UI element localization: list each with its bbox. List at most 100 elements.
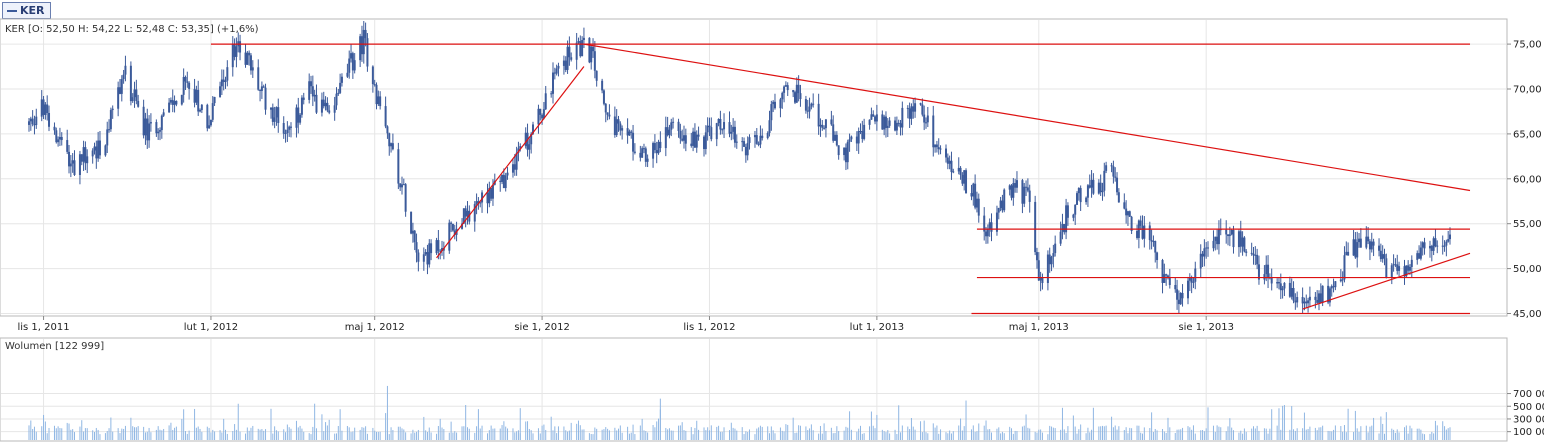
candle-body <box>1003 189 1006 211</box>
candle-body <box>424 252 427 255</box>
candle-body <box>411 230 414 234</box>
candle-body <box>615 119 618 136</box>
candle-body <box>1154 241 1157 253</box>
candle-body <box>683 135 686 141</box>
candle-body <box>1410 259 1413 267</box>
trendline[interactable] <box>583 43 1471 192</box>
candle-body <box>799 93 802 100</box>
candle-body <box>703 136 706 150</box>
candle-body <box>923 114 926 123</box>
candle-body <box>934 144 937 148</box>
candle-body <box>1423 242 1426 249</box>
candle-body <box>919 103 922 105</box>
candle-body <box>1327 285 1330 303</box>
candle-body <box>1365 236 1368 248</box>
candle-body <box>333 105 336 113</box>
candle-body <box>679 131 682 139</box>
candle-body <box>271 107 274 122</box>
candle-body <box>106 129 109 146</box>
candle-body <box>129 65 132 102</box>
candle-body <box>1112 166 1115 177</box>
candle-body <box>695 134 698 148</box>
candle-body <box>1143 225 1146 239</box>
candle-body <box>1316 299 1319 303</box>
candle-body <box>1139 220 1142 226</box>
candle-body <box>628 131 631 136</box>
date-tick-label: lis 1, 2012 <box>683 322 735 333</box>
trendline[interactable] <box>1302 252 1471 310</box>
candle-body <box>1105 165 1108 171</box>
candle-body <box>502 174 505 189</box>
candle-body <box>957 167 960 172</box>
candle-body <box>1352 239 1355 256</box>
date-tick-label: lut 1, 2012 <box>184 322 238 333</box>
candle-body <box>1165 274 1168 276</box>
candle-body <box>142 106 145 136</box>
candle-body <box>837 145 840 156</box>
candle-body <box>812 103 815 105</box>
candle-body <box>870 114 873 120</box>
candle-body <box>122 74 125 80</box>
candle-body <box>784 85 787 87</box>
series-swatch-icon <box>7 9 17 12</box>
candle-body <box>899 123 902 128</box>
candle-body <box>1090 179 1093 188</box>
candle-body <box>1168 277 1171 285</box>
date-tick-label: maj 1, 2012 <box>345 322 405 333</box>
candle-body <box>1148 225 1151 241</box>
candle-body <box>308 81 311 100</box>
trendline[interactable] <box>436 66 585 259</box>
candle-body <box>717 119 720 124</box>
candle-body <box>93 146 96 151</box>
candle-body <box>690 143 693 146</box>
candle-body <box>1099 182 1102 193</box>
candle-body <box>286 129 289 133</box>
candle-body <box>417 252 420 262</box>
candle-body <box>131 97 134 102</box>
candle-body <box>1023 186 1026 204</box>
candle-body <box>1059 231 1062 244</box>
candle-body <box>275 107 278 118</box>
candle-body <box>668 129 671 136</box>
candle-body <box>1294 300 1297 303</box>
candle-body <box>1436 245 1439 247</box>
price-y-axis: 75,00 70,00 65,00 60,00 55,00 50,00 45,00 <box>1507 40 1542 320</box>
candle-body <box>71 160 74 164</box>
candle-body <box>1015 180 1018 188</box>
candle-body <box>1237 231 1240 248</box>
price-panel: 75,00 70,00 65,00 60,00 55,00 50,00 45,00 lis … <box>0 18 1542 333</box>
candle-body <box>506 172 509 176</box>
candle-body <box>1166 275 1169 278</box>
candle-body <box>235 46 238 57</box>
candle-body <box>160 115 163 131</box>
candle-body <box>901 107 904 128</box>
candle-body <box>632 132 635 152</box>
candle-body <box>295 107 298 128</box>
candle-body <box>82 147 85 162</box>
candle-body <box>353 60 356 71</box>
candle-body <box>288 126 291 130</box>
candle-body <box>604 103 607 113</box>
candle-body <box>1359 238 1362 248</box>
candle-body <box>1418 253 1421 259</box>
candle-body <box>351 53 354 71</box>
candle-body <box>1125 208 1128 216</box>
candle-body <box>1332 286 1335 288</box>
candle-body <box>206 104 209 129</box>
candle-body <box>397 149 400 184</box>
candle-body <box>379 96 382 107</box>
candle-body <box>364 29 367 39</box>
candle-body <box>1227 234 1230 237</box>
candle-body <box>504 175 507 189</box>
candle-body <box>652 143 655 159</box>
candle-body <box>248 52 251 56</box>
candle-body <box>348 58 351 73</box>
candle-body <box>959 167 962 175</box>
candle-body <box>832 124 835 141</box>
candle-body <box>1347 251 1350 256</box>
candle-body <box>1263 274 1266 280</box>
date-tick-label: sie 1, 2012 <box>514 322 570 333</box>
candle-body <box>149 122 152 124</box>
ticker-tab[interactable]: KER <box>2 2 51 19</box>
